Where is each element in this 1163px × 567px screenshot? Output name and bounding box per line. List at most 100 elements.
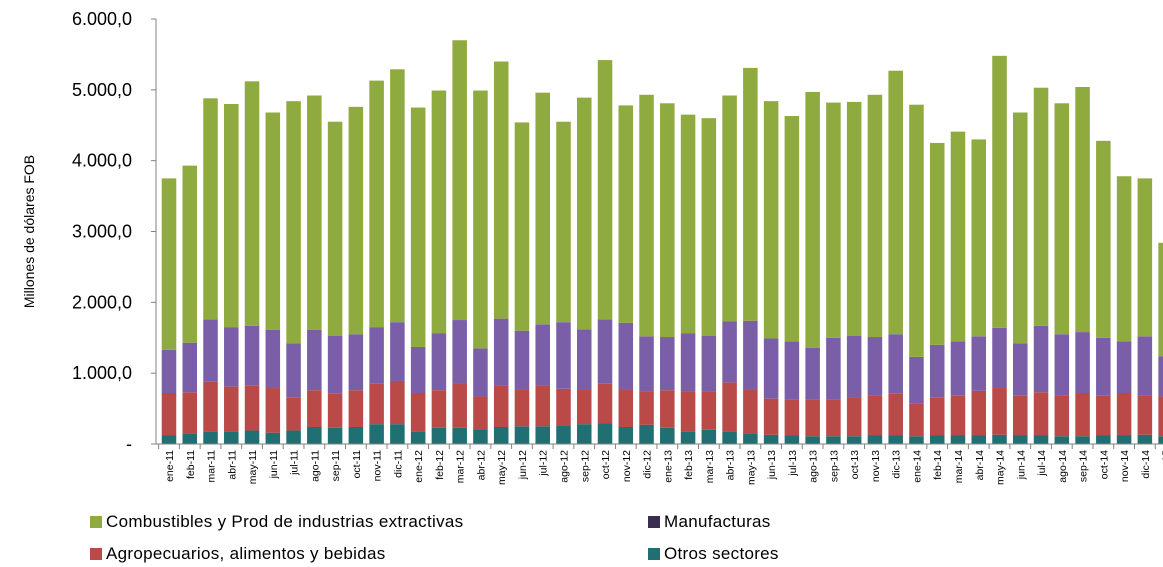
bar-segment	[680, 391, 696, 432]
bar-segment	[1158, 396, 1163, 437]
bar-segment	[514, 330, 530, 390]
bar-segment	[473, 396, 488, 430]
bar-segment	[348, 334, 364, 391]
bar-segment	[971, 139, 987, 337]
x-tick-label: oct-14	[1098, 450, 1110, 479]
bar-segment	[805, 436, 820, 444]
bar-segment	[1033, 325, 1049, 393]
bar-segment	[680, 333, 696, 392]
bar-segment	[244, 430, 260, 444]
legend-item-manufacturas: Manufacturas	[648, 512, 771, 532]
bar-segment	[743, 67, 758, 321]
x-tick-label: feb-12	[434, 450, 446, 480]
y-tick-label: 4.000,0	[72, 151, 132, 171]
bar-segment	[597, 423, 613, 444]
bar-segment	[369, 424, 384, 444]
bar-segment	[161, 393, 177, 436]
x-tick-label: oct-13	[849, 450, 861, 479]
bar-segment	[784, 116, 800, 342]
bar-segment	[618, 427, 634, 444]
x-tick-label: nov-14	[1119, 450, 1131, 482]
bar-segment	[722, 95, 737, 322]
bar-segment	[826, 337, 841, 400]
bar-segment	[1137, 395, 1153, 435]
bar-segment	[473, 90, 488, 349]
bar-segment	[888, 435, 903, 444]
x-tick-label: jun-13	[766, 450, 778, 480]
bar-segment	[431, 333, 447, 391]
bar-segment	[535, 426, 550, 444]
legend-swatch-agropecuarios	[90, 548, 102, 560]
x-tick-label: jun-14	[1015, 450, 1027, 480]
bar-segment	[1033, 87, 1049, 326]
x-tick-label: dic-11	[392, 450, 404, 478]
bar-segment	[929, 344, 945, 398]
y-axis: - 1.000,0 2.000,0 3.000,0 4.000,0 5.000,0 6.00…	[72, 9, 157, 454]
bar-segment	[348, 427, 364, 444]
bar-segment	[971, 390, 987, 436]
bar-segment	[514, 389, 530, 427]
x-tick-label: feb-13	[683, 450, 695, 480]
bar-segment	[493, 427, 509, 444]
bar-segment	[867, 94, 883, 338]
bar-segment	[390, 424, 405, 444]
bar-segment	[950, 395, 966, 436]
x-tick-label: may-14	[995, 450, 1007, 485]
x-tick-label: jun-12	[517, 450, 529, 480]
bar-segment	[701, 335, 717, 392]
bar-segment	[888, 393, 903, 436]
x-tick-label: sep-11	[330, 450, 342, 481]
bar-segment	[307, 390, 322, 427]
bar-segment	[1075, 436, 1090, 444]
bar-segment	[826, 399, 841, 437]
bar-segment	[639, 391, 654, 425]
bar-segment	[307, 427, 322, 444]
bar-segment	[971, 435, 987, 444]
bar-segment	[1137, 178, 1153, 337]
bar-segment	[514, 426, 530, 444]
bar-segment	[514, 122, 530, 331]
bar-segment	[535, 92, 550, 325]
bar-segment	[1096, 337, 1111, 396]
bar-segment	[327, 335, 343, 394]
bar-segment	[846, 101, 862, 336]
bar-segment	[929, 397, 945, 436]
x-tick-label: oct-11	[351, 450, 363, 479]
bar-segment	[1116, 435, 1132, 444]
bar-segment	[327, 121, 343, 336]
bar-segment	[1075, 393, 1090, 437]
bar-segment	[763, 398, 779, 435]
bar-segment	[265, 432, 281, 444]
x-tick-label: sep-13	[828, 450, 840, 482]
y-tick-label: 1.000,0	[72, 363, 132, 383]
bar-segment	[1054, 436, 1070, 444]
bar-segment	[556, 322, 571, 389]
bar-segment	[743, 433, 758, 445]
bar-segment	[1116, 393, 1132, 436]
bar-segment	[992, 55, 1007, 328]
x-tick-label: ene-11	[164, 450, 176, 482]
x-tick-label: feb-14	[932, 450, 944, 480]
x-tick-label: jul-12	[538, 450, 550, 477]
x-tick-label: nov-11	[372, 450, 384, 481]
bar-segment	[535, 324, 550, 386]
bar-segment	[265, 112, 281, 330]
bar-segment	[244, 325, 260, 386]
bar-segment	[1096, 140, 1111, 338]
bar-segment	[909, 104, 924, 357]
bar-segment	[224, 327, 239, 387]
bar-segment	[618, 322, 634, 390]
bar-segment	[992, 388, 1007, 435]
bar-segment	[327, 393, 343, 428]
bar-segment	[805, 399, 820, 437]
bar-segment	[535, 385, 550, 427]
bar-segment	[576, 97, 592, 330]
bar-segment	[182, 165, 198, 343]
bar-segment	[265, 329, 281, 389]
bar-segment	[1013, 343, 1028, 396]
x-tick-label: mar-13	[704, 450, 716, 483]
bar-segment	[410, 393, 426, 432]
bar-segment	[846, 335, 862, 398]
bar-segment	[307, 95, 322, 330]
y-tick-label: 2.000,0	[72, 292, 132, 312]
